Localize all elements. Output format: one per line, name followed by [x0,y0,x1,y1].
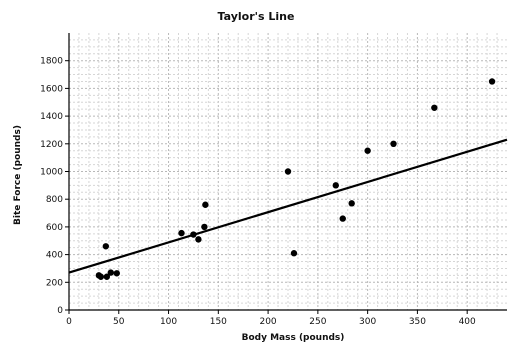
data-point [95,272,103,279]
chart-title: Taylor's Line [218,10,295,23]
y-tick-label: 1800 [40,57,63,67]
x-tick-label: 150 [210,317,227,327]
y-tick-label: 1600 [40,84,63,94]
y-tick-label: 800 [46,195,63,205]
data-point [290,250,298,257]
y-tick-label: 1400 [40,112,63,122]
y-tick-label: 1200 [40,140,63,150]
data-point [195,236,202,243]
data-point [364,147,371,154]
x-tick-label: 50 [113,317,125,327]
data-point [431,104,438,111]
data-point [339,215,346,222]
data-point [102,243,110,250]
y-tick-label: 400 [46,251,63,261]
y-tick-label: 600 [46,223,63,233]
x-tick-label: 400 [459,317,476,327]
data-point [201,223,208,231]
grid [69,33,507,310]
data-point [107,269,115,276]
data-point [348,200,355,207]
data-point [332,182,339,189]
data-point [202,201,209,208]
x-tick-label: 200 [259,317,276,327]
x-tick-label: 300 [359,317,376,327]
data-point [103,273,111,280]
x-tick-label: 250 [309,317,326,327]
data-point [190,231,197,238]
data-point [178,229,185,237]
tick-labels: 0 50 100 150 200 250 300 350 400 0 200 400 600 800 100… [40,57,476,327]
data-point [488,78,496,85]
data-point [284,168,292,175]
data-point [390,140,397,147]
x-tick-label: 100 [160,317,177,327]
x-tick-label: 0 [66,317,72,327]
trend-line-group [68,138,508,274]
data-points [95,78,496,280]
trend-line [68,138,508,274]
data-point [113,270,120,277]
y-tick-label: 200 [46,278,63,288]
y-axis-label: Bite Force (pounds) [13,125,23,225]
y-tick-label: 1000 [40,168,63,178]
x-axis-label: Body Mass (pounds) [242,333,345,343]
x-tick-label: 350 [409,317,426,327]
y-tick-label: 0 [57,306,63,316]
